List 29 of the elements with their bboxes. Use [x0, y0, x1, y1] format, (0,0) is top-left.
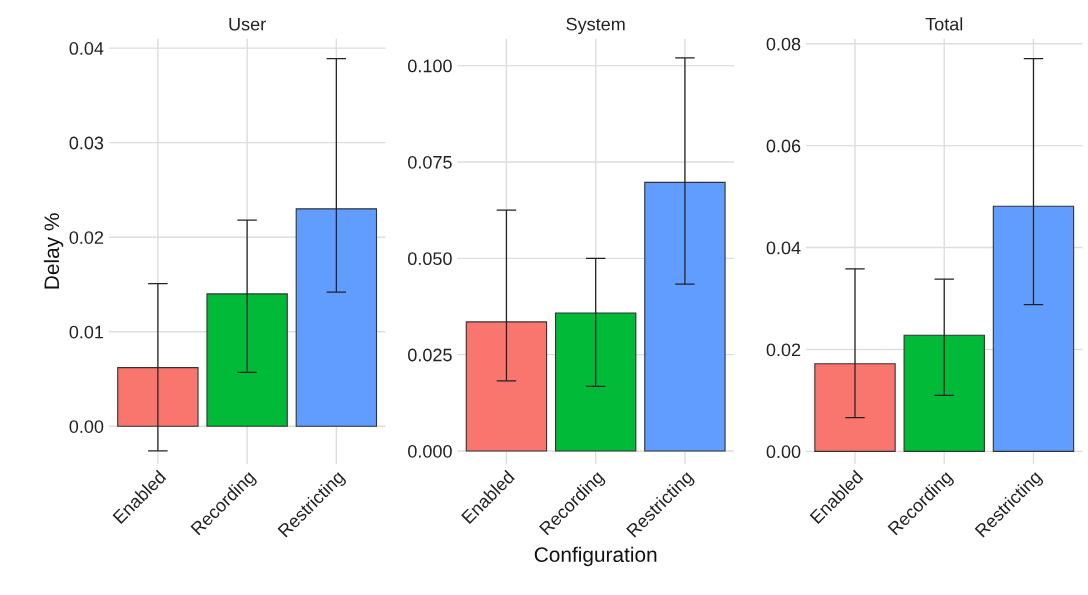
y-tick-label: 0.01 — [69, 325, 104, 339]
y-tick-label: 0.08 — [766, 37, 801, 51]
bar — [644, 181, 726, 452]
y-tick-label: 0.100 — [408, 59, 452, 73]
bar — [814, 363, 896, 452]
chart-title: System — [566, 17, 625, 35]
y-tick-label: 0.00 — [766, 445, 801, 459]
y-tick-label: 0.00 — [69, 420, 104, 433]
chart-title: Total — [925, 17, 963, 31]
y-tick-label: 0.02 — [69, 231, 104, 244]
bar — [206, 293, 288, 427]
bar — [554, 312, 637, 452]
bar — [903, 334, 985, 452]
chart-title: User — [229, 17, 266, 31]
bar — [992, 205, 1075, 452]
y-tick-label: 0.075 — [408, 155, 452, 169]
x-axis-title: Configuration — [534, 546, 657, 567]
y-axis-title: Delay % — [43, 213, 64, 289]
y-tick-label: 0.04 — [766, 241, 801, 255]
y-tick-label: 0.025 — [408, 348, 452, 362]
y-tick-label: 0.04 — [69, 42, 104, 55]
y-tick-label: 0.03 — [69, 136, 104, 150]
y-tick-label: 0.06 — [766, 139, 801, 153]
bar — [465, 321, 548, 452]
bar — [295, 208, 378, 427]
bar — [117, 367, 199, 427]
y-tick-label: 0.050 — [408, 252, 452, 266]
y-tick-label: 0.02 — [766, 343, 801, 357]
y-tick-label: 0.000 — [408, 444, 452, 458]
